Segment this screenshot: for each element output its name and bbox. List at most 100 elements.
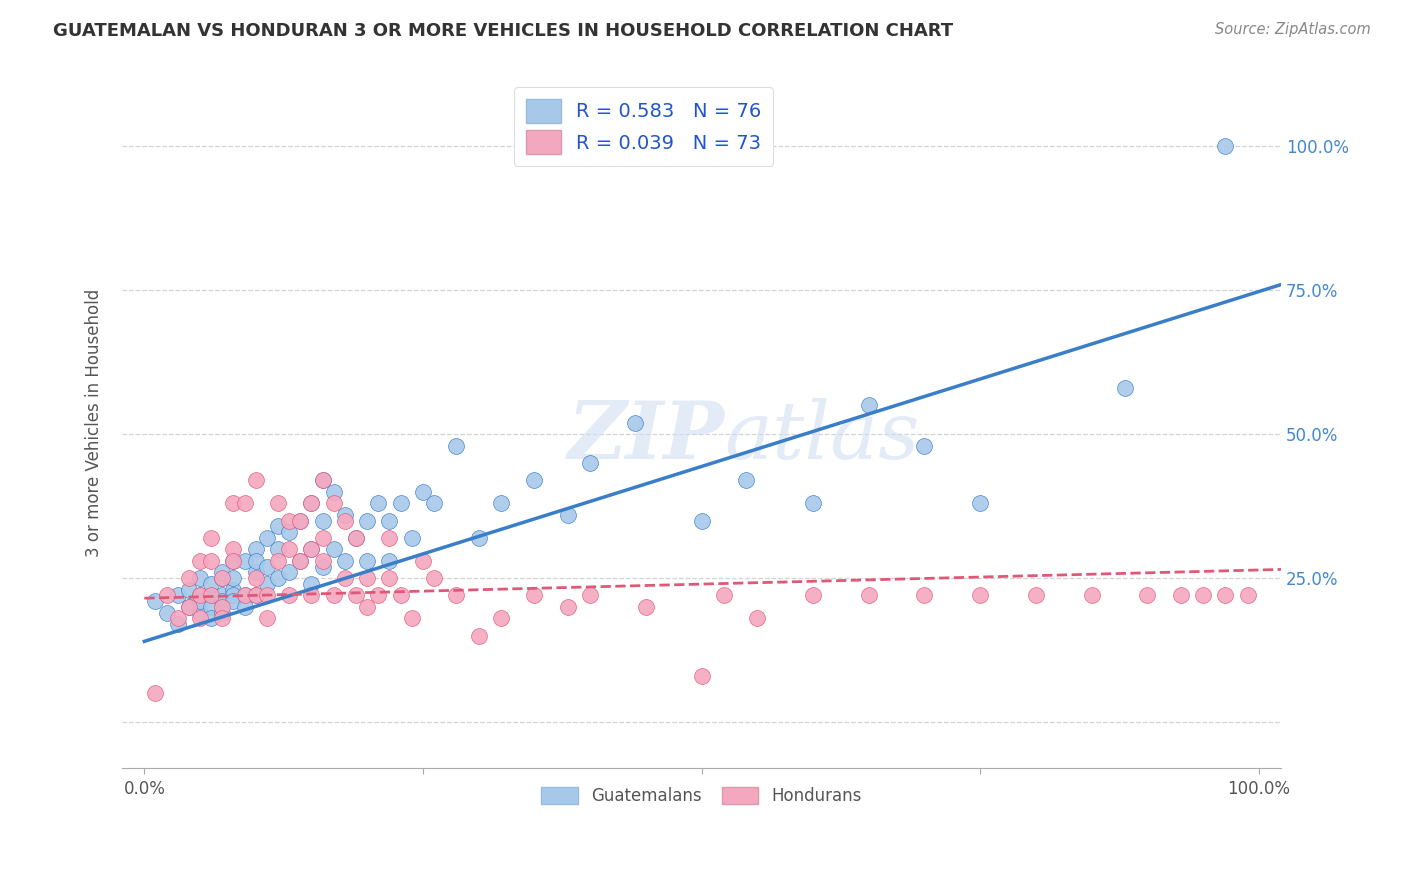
- Point: [912, 588, 935, 602]
- Point: [188, 588, 211, 602]
- Point: [735, 473, 758, 487]
- Point: [245, 554, 267, 568]
- Point: [378, 531, 401, 545]
- Point: [278, 514, 301, 528]
- Text: ZIP: ZIP: [568, 398, 724, 475]
- Point: [267, 554, 290, 568]
- Point: [801, 588, 824, 602]
- Point: [211, 599, 233, 614]
- Point: [267, 496, 290, 510]
- Point: [1025, 588, 1047, 602]
- Point: [378, 571, 401, 585]
- Point: [278, 566, 301, 580]
- Point: [166, 588, 188, 602]
- Point: [256, 588, 278, 602]
- Point: [200, 531, 222, 545]
- Point: [311, 473, 333, 487]
- Point: [489, 611, 512, 625]
- Point: [690, 514, 713, 528]
- Point: [211, 606, 233, 620]
- Point: [356, 514, 378, 528]
- Point: [145, 686, 167, 700]
- Point: [222, 594, 245, 608]
- Point: [401, 611, 423, 625]
- Point: [222, 571, 245, 585]
- Point: [1236, 588, 1258, 602]
- Point: [311, 531, 333, 545]
- Point: [579, 456, 602, 470]
- Point: [222, 542, 245, 557]
- Point: [290, 514, 312, 528]
- Point: [188, 594, 211, 608]
- Point: [322, 484, 344, 499]
- Point: [256, 576, 278, 591]
- Point: [322, 496, 344, 510]
- Point: [200, 588, 222, 602]
- Point: [311, 473, 333, 487]
- Point: [233, 496, 256, 510]
- Point: [278, 542, 301, 557]
- Point: [579, 588, 602, 602]
- Point: [290, 514, 312, 528]
- Point: [211, 594, 233, 608]
- Point: [912, 439, 935, 453]
- Point: [256, 531, 278, 545]
- Point: [267, 519, 290, 533]
- Point: [156, 606, 179, 620]
- Point: [623, 416, 645, 430]
- Point: [211, 588, 233, 602]
- Point: [713, 588, 735, 602]
- Point: [311, 559, 333, 574]
- Point: [166, 611, 188, 625]
- Point: [188, 606, 211, 620]
- Point: [188, 588, 211, 602]
- Point: [467, 629, 489, 643]
- Point: [256, 611, 278, 625]
- Point: [969, 588, 991, 602]
- Point: [200, 588, 222, 602]
- Point: [1114, 381, 1136, 395]
- Point: [333, 508, 356, 522]
- Y-axis label: 3 or more Vehicles in Household: 3 or more Vehicles in Household: [86, 289, 103, 557]
- Point: [367, 496, 389, 510]
- Point: [156, 588, 179, 602]
- Point: [344, 531, 367, 545]
- Point: [177, 582, 200, 597]
- Point: [523, 588, 546, 602]
- Point: [489, 496, 512, 510]
- Point: [356, 554, 378, 568]
- Point: [278, 524, 301, 539]
- Point: [858, 399, 880, 413]
- Point: [200, 599, 222, 614]
- Point: [557, 508, 579, 522]
- Point: [245, 566, 267, 580]
- Point: [222, 582, 245, 597]
- Point: [301, 542, 323, 557]
- Point: [290, 554, 312, 568]
- Point: [278, 588, 301, 602]
- Point: [245, 571, 267, 585]
- Legend: Guatemalans, Hondurans: Guatemalans, Hondurans: [531, 777, 872, 815]
- Point: [389, 496, 412, 510]
- Point: [333, 571, 356, 585]
- Point: [200, 611, 222, 625]
- Point: [801, 496, 824, 510]
- Point: [378, 554, 401, 568]
- Point: [245, 588, 267, 602]
- Point: [301, 588, 323, 602]
- Point: [1136, 588, 1159, 602]
- Point: [311, 554, 333, 568]
- Point: [188, 611, 211, 625]
- Point: [233, 599, 256, 614]
- Point: [467, 531, 489, 545]
- Point: [200, 576, 222, 591]
- Point: [301, 496, 323, 510]
- Point: [356, 599, 378, 614]
- Point: [523, 473, 546, 487]
- Point: [166, 617, 188, 632]
- Point: [177, 599, 200, 614]
- Point: [211, 571, 233, 585]
- Point: [245, 588, 267, 602]
- Point: [446, 588, 468, 602]
- Point: [222, 496, 245, 510]
